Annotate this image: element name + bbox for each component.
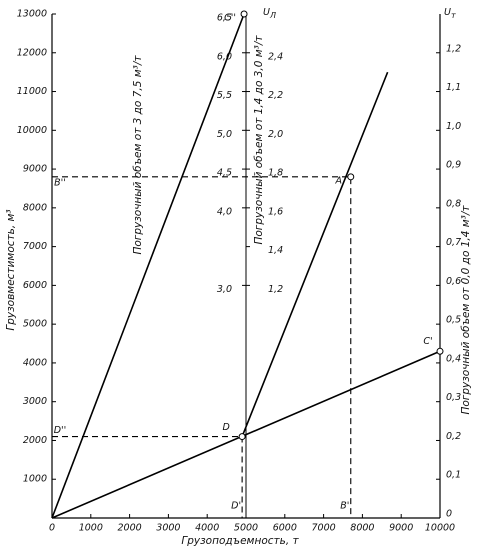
y2-tick-label: 0,2 (446, 431, 461, 442)
point-label: D' (231, 501, 241, 512)
y2-tick-label: 0,1 (446, 470, 461, 481)
point-marker (347, 173, 355, 181)
inner-tick-label: 4,0 (217, 206, 232, 217)
axis-symbol: Uт (444, 7, 456, 20)
x-axis-title: Грузоподъемность, т (181, 535, 299, 547)
y-tick-label: 2000 (23, 435, 47, 446)
point-marker (436, 347, 444, 355)
point-label: D (222, 422, 229, 433)
y2-tick-label: 1,2 (446, 43, 461, 54)
axis-symbol-main: U (263, 7, 270, 18)
inner-tick-label: 4,5 (217, 168, 232, 179)
inner-tick-label: 1,6 (268, 206, 283, 217)
axis-symbol: UЛ (263, 7, 276, 20)
y2-tick-label: 0,7 (446, 237, 461, 248)
data-line (241, 71, 389, 437)
y-tick-label: 8000 (23, 202, 47, 213)
inner-tick-label: 2,2 (268, 90, 283, 101)
inner-tick-label: 2,4 (268, 51, 283, 62)
x-tick-label: 3000 (156, 523, 180, 534)
x-tick-label: 2000 (118, 523, 142, 534)
y-tick-label: 6000 (23, 280, 47, 291)
y2-tick-label: 0,5 (446, 315, 461, 326)
inner-tick-label: 1,8 (268, 168, 283, 179)
y2-tick-label: 0,4 (446, 353, 461, 364)
inner-tick-label: 3,0 (217, 284, 232, 295)
x-tick-label: 8000 (350, 523, 374, 534)
inner-tick-label: 6,0 (217, 51, 232, 62)
inner-tick-label: 1,2 (268, 284, 283, 295)
inner-tick-label: 2,0 (268, 129, 283, 140)
inner-axis-title: Погрузочный объем от 1,4 до 3,0 м³/т (253, 35, 265, 245)
inner-tick-label: 5,5 (217, 90, 232, 101)
point-label: C' (423, 336, 432, 347)
axis-symbol-sub: Л (269, 11, 276, 20)
x-tick-label: 5000 (234, 523, 258, 534)
y-tick-label: 11000 (17, 86, 47, 97)
point-label: D'' (54, 425, 67, 436)
y-tick-label: 10000 (17, 125, 47, 136)
y2-tick-label: 0 (446, 509, 452, 520)
inner-axis-title: Погрузочный объем от 3 до 7,5 м³/т (132, 55, 144, 255)
axis-symbol-main: U (444, 7, 451, 18)
axis-symbol-sub: т (451, 11, 456, 20)
y-tick-label: 13000 (17, 9, 47, 20)
point-label: B' (340, 501, 349, 512)
x-tick-label: 0 (49, 523, 55, 534)
y2-tick-label: 1,0 (446, 121, 461, 132)
y-tick-label: 3000 (23, 396, 47, 407)
y-tick-label: 12000 (17, 47, 47, 58)
x-tick-label: 4000 (195, 523, 219, 534)
y-tick-label: 9000 (23, 164, 47, 175)
y2-tick-label: 1,1 (446, 82, 461, 93)
point-marker (238, 433, 246, 441)
guide-line (52, 176, 352, 518)
point-label: B'' (54, 177, 66, 188)
x-tick-label: 1000 (79, 523, 103, 534)
x-tick-label: 7000 (312, 523, 336, 534)
data-line (51, 13, 245, 519)
y2-tick-label: 0,9 (446, 160, 461, 171)
data-line (51, 350, 441, 519)
inner-tick-label: 6,5 (217, 13, 232, 24)
x-tick-label: 6000 (273, 523, 297, 534)
y-tick-label: 1000 (23, 474, 47, 485)
y2-tick-label: 0,8 (446, 198, 461, 209)
y2-axis-title: Погрузочный объем от 0,0 до 1,4 м³/т (460, 205, 472, 415)
x-tick-label: 9000 (389, 523, 413, 534)
y-tick-label: 5000 (23, 319, 47, 330)
y2-tick-label: 0,3 (446, 392, 461, 403)
inner-tick-label: 5,0 (217, 129, 232, 140)
y-tick-label: 4000 (23, 357, 47, 368)
y-tick-label: 7000 (23, 241, 47, 252)
x-tick-label: 10000 (425, 523, 455, 534)
point-marker (240, 10, 248, 18)
y-axis-title: Грузовместимость, м³ (5, 209, 17, 330)
inner-tick-label: 1,4 (268, 245, 283, 256)
point-label: A (335, 175, 343, 186)
y2-tick-label: 0,6 (446, 276, 461, 287)
point-label: C'' (224, 13, 236, 24)
